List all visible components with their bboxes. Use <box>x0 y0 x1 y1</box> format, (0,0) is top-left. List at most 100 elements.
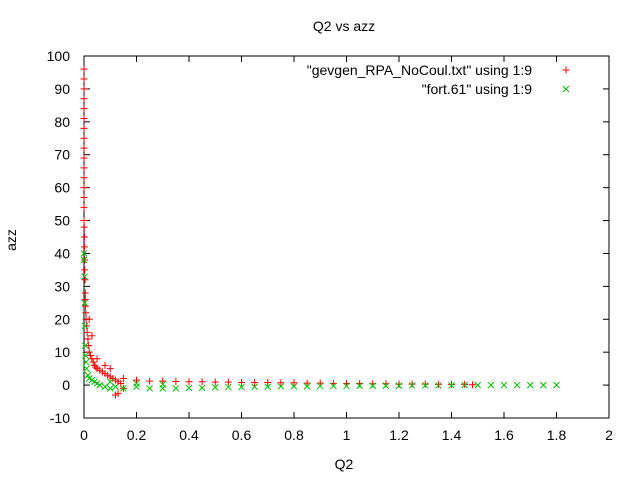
series-1 <box>80 65 476 399</box>
y-tick-label: 50 <box>54 213 70 229</box>
data-point <box>80 217 88 225</box>
data-point <box>84 335 92 343</box>
data-point <box>421 380 429 388</box>
data-point <box>251 378 259 386</box>
y-tick-label: 90 <box>54 81 70 97</box>
data-point <box>85 348 93 356</box>
data-point <box>238 378 245 386</box>
data-point <box>448 382 455 389</box>
data-point <box>172 377 180 385</box>
x-tick-label: 0.8 <box>284 427 304 443</box>
data-point <box>106 378 114 386</box>
x-tick-label: 1.6 <box>494 427 514 443</box>
data-point <box>81 273 88 280</box>
plot-frame <box>83 55 610 419</box>
data-point <box>133 376 140 384</box>
data-point <box>395 382 403 390</box>
data-point <box>133 380 140 387</box>
data-point <box>159 377 167 385</box>
data-point <box>81 299 89 307</box>
legend: "gevgen_RPA_NoCoul.txt" using 1:9 "fort.6… <box>307 62 570 97</box>
data-point <box>85 315 93 323</box>
data-point <box>290 383 298 390</box>
data-point <box>96 381 104 389</box>
data-point <box>81 243 89 251</box>
data-point <box>80 115 88 123</box>
data-point <box>461 381 468 389</box>
data-point <box>83 322 91 330</box>
y-tick-label: 60 <box>54 180 70 196</box>
data-point <box>80 203 88 211</box>
data-point <box>172 385 180 392</box>
data-point <box>89 358 97 366</box>
legend-marker <box>562 85 570 93</box>
data-point <box>238 383 245 391</box>
data-point <box>80 144 88 152</box>
data-point <box>277 379 285 387</box>
data-point <box>369 382 377 390</box>
data-point <box>88 332 96 340</box>
data-point <box>82 309 90 317</box>
data-point <box>303 383 311 390</box>
data-point <box>513 381 521 389</box>
data-point <box>81 289 89 297</box>
data-point <box>80 256 88 264</box>
data-point <box>80 250 88 257</box>
data-point <box>421 382 429 389</box>
data-point <box>92 363 100 371</box>
data-points <box>80 65 560 399</box>
axes: 0 0.2 0.4 0.6 0.8 1 1.2 1.4 1.6 1.8 2 -10 0 10 20 30 40 5… <box>47 48 613 443</box>
data-point <box>81 233 89 241</box>
chart-title: Q2 vs azz <box>313 18 375 34</box>
data-point <box>146 385 153 392</box>
data-point <box>211 384 219 391</box>
data-point <box>81 256 89 264</box>
data-point <box>81 342 89 349</box>
y-axis-label: azz <box>3 229 19 251</box>
y-tick-label: 70 <box>54 147 70 163</box>
data-point <box>343 382 350 390</box>
data-point <box>133 383 140 391</box>
data-point <box>500 381 508 389</box>
data-point <box>251 383 258 391</box>
data-point <box>474 381 482 389</box>
legend-marker <box>562 66 570 74</box>
data-point <box>82 352 89 359</box>
data-point <box>185 384 193 392</box>
data-point <box>80 85 88 93</box>
data-point <box>112 383 119 391</box>
data-point <box>120 385 127 392</box>
data-point <box>185 378 193 386</box>
data-point <box>264 378 272 386</box>
y-tick-label: 40 <box>54 245 70 261</box>
y-tick-label: 30 <box>54 278 70 294</box>
data-point <box>290 379 298 387</box>
data-point <box>82 358 90 366</box>
data-point <box>80 105 88 113</box>
data-point <box>80 65 88 73</box>
data-point <box>112 391 119 399</box>
data-point <box>101 383 109 391</box>
data-point <box>101 361 109 369</box>
x-tick-label: 1.4 <box>442 427 462 443</box>
data-point <box>81 266 89 274</box>
y-tick-label: 20 <box>54 311 70 327</box>
data-point <box>434 380 442 388</box>
x-tick-label: 0 <box>80 427 88 443</box>
data-point <box>211 378 219 386</box>
data-point <box>106 385 114 392</box>
data-point <box>382 382 390 390</box>
data-point <box>83 328 91 336</box>
data-point <box>106 365 114 373</box>
data-point <box>526 381 534 389</box>
data-point <box>83 365 90 372</box>
data-point <box>408 382 416 389</box>
y-tick-label: 100 <box>47 48 71 64</box>
data-point <box>87 351 95 359</box>
data-point <box>198 378 206 386</box>
legend-label: "gevgen_RPA_NoCoul.txt" using 1:9 <box>307 62 532 78</box>
data-point <box>80 154 88 162</box>
data-point <box>85 342 93 350</box>
